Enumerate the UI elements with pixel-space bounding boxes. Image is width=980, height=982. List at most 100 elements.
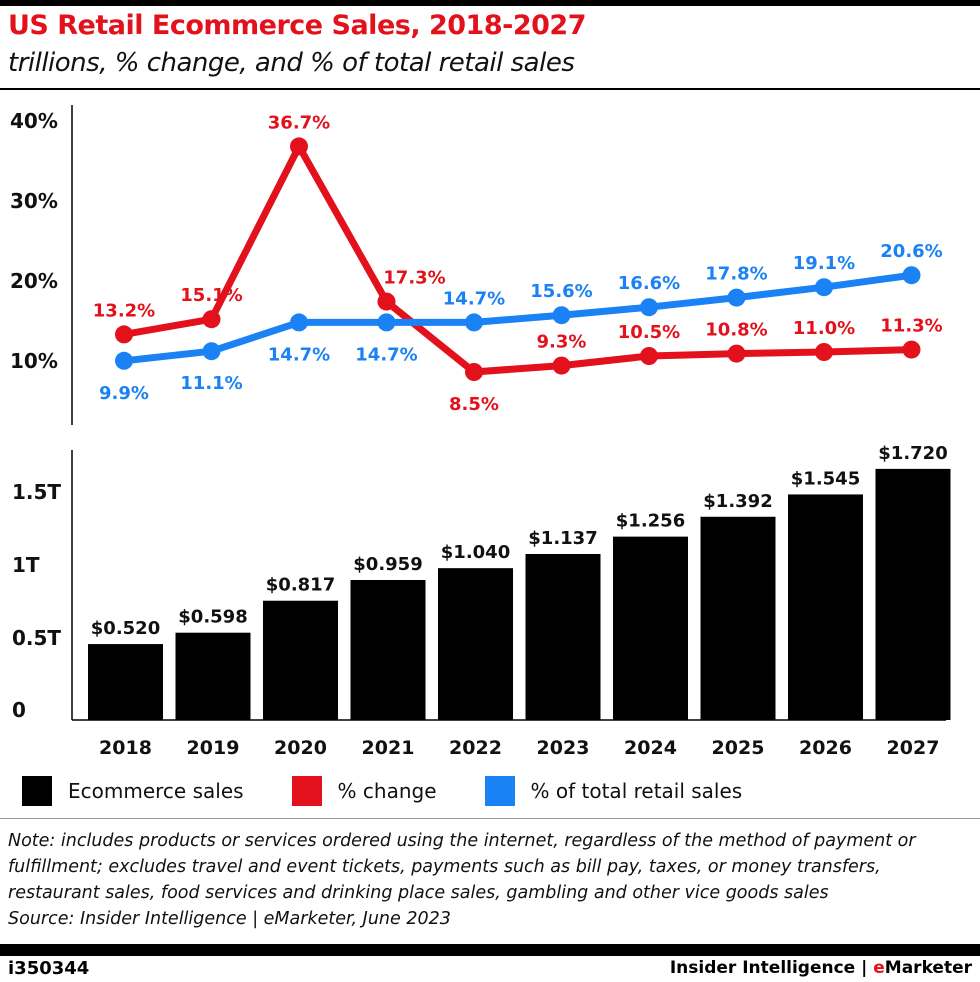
data-point xyxy=(902,266,921,285)
line-y-tick: 20% xyxy=(10,269,58,293)
bar-2022 xyxy=(438,568,513,720)
chart-id: i350344 xyxy=(8,958,90,979)
bar-2026 xyxy=(788,494,863,720)
bar-y-tick: 0.5T xyxy=(12,626,61,650)
data-label: 14.7% xyxy=(443,288,505,309)
data-point xyxy=(727,344,746,363)
bar-label: $1.256 xyxy=(616,511,685,532)
bottom-bar xyxy=(0,944,980,956)
bar-label: $0.598 xyxy=(178,607,247,628)
data-point xyxy=(815,343,833,361)
data-point xyxy=(290,313,308,332)
legend-item-ecommerce: Ecommerce sales xyxy=(22,776,244,806)
note: Note: includes products or services orde… xyxy=(8,828,973,932)
data-label: 17.3% xyxy=(383,268,445,289)
line-y-tick: 10% xyxy=(10,349,58,373)
data-label: 10.8% xyxy=(705,320,767,341)
x-tick: 2026 xyxy=(799,737,852,759)
data-label: 20.6% xyxy=(880,241,942,262)
bar-label: $1.392 xyxy=(703,491,772,512)
x-tick: 2023 xyxy=(537,737,590,759)
bar-y-tick: 0 xyxy=(12,698,26,722)
bar-label: $0.959 xyxy=(353,554,422,575)
data-point xyxy=(640,298,658,317)
data-label: 8.5% xyxy=(449,394,499,415)
data-point xyxy=(552,306,571,325)
bar-2023 xyxy=(525,553,601,720)
top-bar xyxy=(0,0,980,6)
series-line-share xyxy=(123,271,912,365)
data-label: 9.3% xyxy=(537,332,587,353)
divider xyxy=(0,88,980,90)
data-label: 15.6% xyxy=(530,281,592,302)
x-tick: 2018 xyxy=(99,737,152,759)
bar-label: $1.720 xyxy=(878,443,947,464)
x-tick: 2025 xyxy=(712,737,765,759)
data-label: 11.0% xyxy=(793,318,855,339)
bar-2018 xyxy=(88,644,163,720)
chart-subtitle: trillions, % change, and % of total reta… xyxy=(8,48,575,78)
data-point xyxy=(202,342,221,361)
legend-label: Ecommerce sales xyxy=(68,779,244,803)
data-label: 14.7% xyxy=(355,344,417,365)
series-line-change xyxy=(123,142,912,376)
line-y-tick: 40% xyxy=(10,109,58,133)
x-tick: 2027 xyxy=(887,737,940,759)
bar-2025 xyxy=(700,516,776,720)
legend-swatch xyxy=(22,776,52,806)
legend-swatch xyxy=(291,776,322,806)
bar-2019 xyxy=(175,632,251,720)
chart-svg: 10% 20% 30% 40% 13.2% 15.1% 36.7% 17.3% 8.5% 9.3%… xyxy=(10,105,951,759)
bar-2020 xyxy=(263,600,338,720)
legend-swatch xyxy=(484,776,515,806)
bar-label: $0.817 xyxy=(266,575,335,596)
data-point xyxy=(115,351,133,370)
bar-y-tick: 1T xyxy=(12,553,40,577)
data-point xyxy=(815,278,833,297)
x-tick: 2024 xyxy=(624,737,677,759)
bar-label: $1.545 xyxy=(791,468,860,489)
data-point xyxy=(902,340,921,359)
divider xyxy=(0,818,980,819)
data-point xyxy=(727,288,746,307)
brand-logo: Insider Intelligence | eMarketer xyxy=(669,958,972,978)
legend: Ecommerce sales % change % of total reta… xyxy=(22,776,790,806)
x-tick: 2022 xyxy=(449,737,502,759)
data-label: 19.1% xyxy=(793,253,855,274)
data-label: 15.1% xyxy=(180,285,242,306)
data-point xyxy=(640,347,658,365)
data-label: 16.6% xyxy=(618,273,680,294)
data-label: 13.2% xyxy=(93,300,155,321)
bar-2021 xyxy=(350,579,426,720)
data-point xyxy=(465,313,483,332)
data-point xyxy=(465,363,483,381)
bar-label: $1.137 xyxy=(528,528,597,549)
data-label: 10.5% xyxy=(618,322,680,343)
x-tick: 2021 xyxy=(362,737,415,759)
bar-label: $0.520 xyxy=(91,618,160,639)
data-label: 11.3% xyxy=(880,316,942,337)
data-label: 17.8% xyxy=(705,264,767,285)
chart-title: US Retail Ecommerce Sales, 2018-2027 xyxy=(8,10,586,41)
source-text: Source: Insider Intelligence | eMarketer… xyxy=(8,909,451,929)
legend-item-share: % of total retail sales xyxy=(484,776,743,806)
bar-2024 xyxy=(613,536,688,720)
line-y-tick: 30% xyxy=(10,189,58,213)
data-label: 9.9% xyxy=(99,383,149,404)
bar-2027 xyxy=(875,468,951,720)
data-label: 36.7% xyxy=(268,112,330,133)
x-tick: 2020 xyxy=(274,737,327,759)
data-point xyxy=(552,356,571,375)
data-point xyxy=(377,292,396,311)
data-point xyxy=(115,325,133,344)
bar-y-tick: 1.5T xyxy=(12,480,61,504)
data-label: 11.1% xyxy=(180,373,242,394)
data-label: 14.7% xyxy=(268,344,330,365)
data-point xyxy=(290,137,308,156)
legend-item-change: % change xyxy=(291,776,437,806)
note-text: Note: includes products or services orde… xyxy=(8,831,916,903)
data-point xyxy=(202,310,221,329)
legend-label: % change xyxy=(337,779,437,803)
legend-label: % of total retail sales xyxy=(530,779,743,803)
